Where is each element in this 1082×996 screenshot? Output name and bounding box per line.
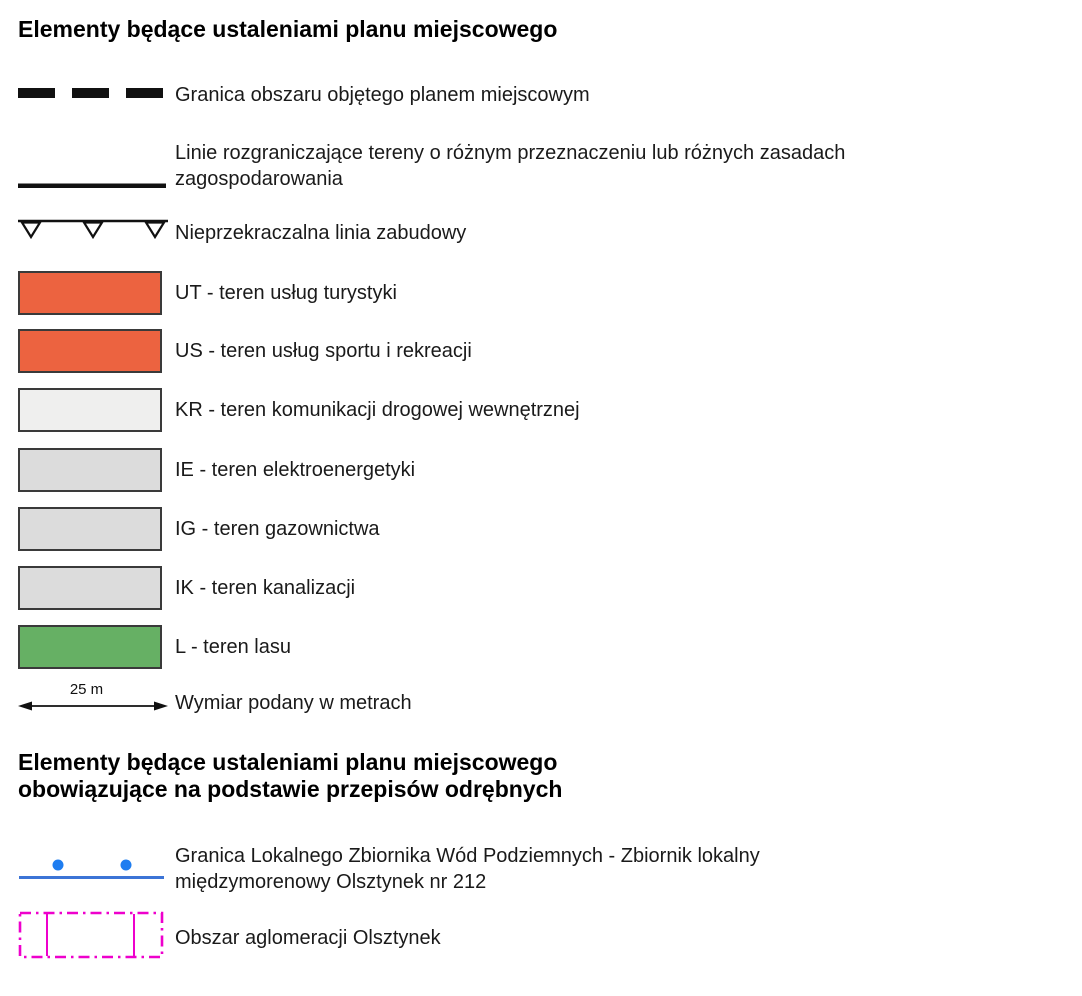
legend-row-groundwater-boundary: Granica Lokalnego Zbiornika Wód Podziemn… (18, 843, 1062, 895)
legend-row-ig: IG - teren gazownictwa (18, 507, 1062, 551)
legend-row-l: L - teren lasu (18, 625, 1062, 669)
kr-area-swatch (18, 388, 162, 432)
groundwater-boundary-symbol (18, 857, 175, 888)
legend-row-dimension: 25 m Wymiar podany w metrach (18, 681, 1062, 714)
dividing-lines-solid-line-symbol (18, 176, 175, 194)
ie-area-swatch (18, 448, 162, 492)
plan-boundary-dashed-line-symbol (18, 86, 175, 104)
building-limit-line-symbol (18, 218, 175, 247)
legend-row-building-limit-line: Nieprzekraczalna linia zabudowy (18, 218, 1062, 247)
legend-row-agglomeration-area: Obszar aglomeracji Olsztynek (18, 911, 1062, 964)
groundwater-boundary-label: Granica Lokalnego Zbiornika Wód Podziemn… (175, 845, 760, 893)
l-label: L - teren lasu (175, 636, 291, 658)
legend-row-dividing-lines: Linie rozgraniczające tereny o różnym pr… (18, 140, 1062, 194)
dividing-lines-label: Linie rozgraniczające tereny o różnym pr… (175, 142, 846, 190)
map-legend: Elementy będące ustaleniami planu miejsc… (18, 16, 1062, 964)
kr-label: KR - teren komunikacji drogowej wewnętrz… (175, 399, 580, 421)
ig-area-swatch (18, 507, 162, 551)
legend-row-ik: IK - teren kanalizacji (18, 566, 1062, 610)
agglomeration-area-symbol (18, 911, 175, 964)
section-separate-regulations-title: Elementy będące ustaleniami planu miejsc… (18, 749, 563, 802)
legend-row-kr: KR - teren komunikacji drogowej wewnętrz… (18, 388, 1062, 432)
ut-label: UT - teren usług turystyki (175, 282, 397, 304)
us-area-swatch (18, 329, 162, 373)
ie-label: IE - teren elektroenergetyki (175, 459, 416, 481)
ig-label: IG - teren gazownictwa (175, 518, 380, 540)
legend-row-ie: IE - teren elektroenergetyki (18, 448, 1062, 492)
dimension-arrow-symbol: 25 m (18, 681, 175, 713)
section-plan-title: Elementy będące ustaleniami planu miejsc… (18, 16, 558, 42)
ik-label: IK - teren kanalizacji (175, 577, 356, 599)
l-area-swatch (18, 625, 162, 669)
legend-row-plan-boundary: Granica obszaru objętego planem miejscow… (18, 75, 1062, 115)
agglomeration-area-label: Obszar aglomeracji Olsztynek (175, 926, 441, 949)
us-label: US - teren usług sportu i rekreacji (175, 340, 472, 362)
dimension-value: 25 m (69, 681, 104, 698)
ut-area-swatch (18, 271, 162, 315)
ik-area-swatch (18, 566, 162, 610)
plan-boundary-label: Granica obszaru objętego planem miejscow… (175, 84, 590, 106)
legend-row-us: US - teren usług sportu i rekreacji (18, 329, 1062, 373)
legend-row-ut: UT - teren usług turystyki (18, 271, 1062, 315)
building-limit-line-label: Nieprzekraczalna linia zabudowy (175, 221, 467, 244)
dimension-label: Wymiar podany w metrach (175, 692, 412, 714)
